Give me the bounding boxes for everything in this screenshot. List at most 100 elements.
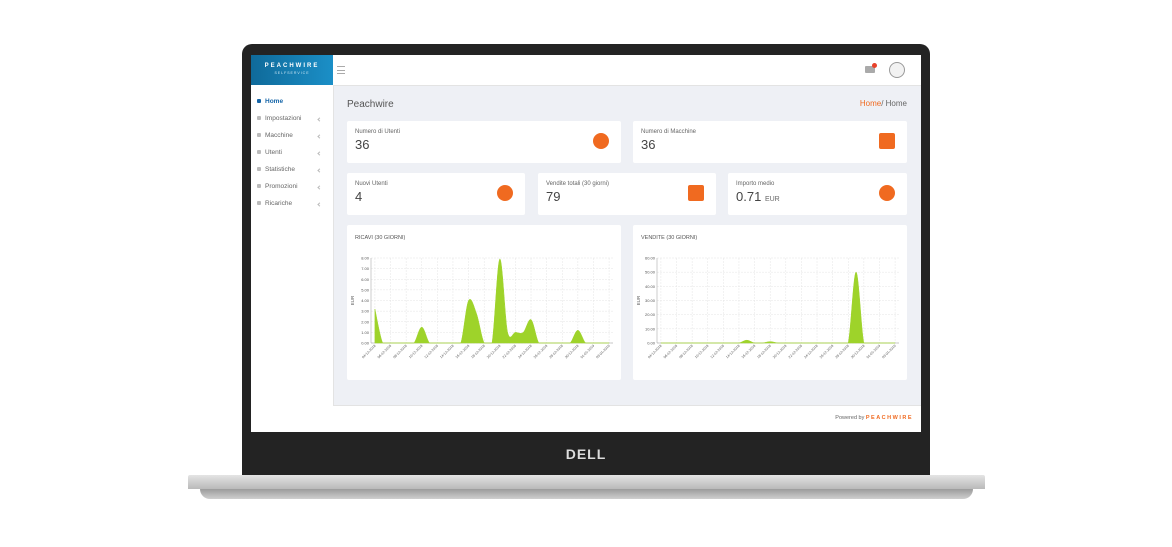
stat-value: 36 bbox=[355, 137, 369, 152]
x-tick-label: 04-12-2018 bbox=[647, 344, 663, 360]
menu-icon bbox=[257, 116, 261, 121]
stat-label: Vendite totali (30 giorni) bbox=[546, 181, 610, 187]
stat-value: 4 bbox=[355, 189, 362, 204]
stat-icon bbox=[497, 185, 513, 201]
menu-label: Statistiche bbox=[265, 166, 295, 173]
x-tick-label: 28-12-2018 bbox=[548, 344, 564, 360]
menu-icon bbox=[257, 201, 261, 206]
menu-icon bbox=[257, 167, 261, 172]
x-tick-label: 01-01-2019 bbox=[866, 344, 882, 360]
hamburger[interactable] bbox=[337, 66, 345, 74]
x-tick-label: 14-12-2018 bbox=[439, 344, 455, 360]
stat-card: Numero di Utenti 36 bbox=[347, 121, 621, 163]
x-tick-label: 12-12-2018 bbox=[424, 344, 440, 360]
menu-chevron bbox=[317, 202, 322, 207]
x-tick-label: 14-12-2018 bbox=[725, 344, 741, 360]
menu-item[interactable]: Macchine bbox=[257, 132, 327, 139]
stat-number: 79 bbox=[546, 189, 561, 204]
y-tick-label: 40.00 bbox=[645, 284, 656, 289]
laptop-base-bottom bbox=[200, 489, 973, 499]
user-icon[interactable] bbox=[889, 62, 905, 78]
stat-label: Importo medio bbox=[736, 181, 775, 187]
menu-label: Home bbox=[265, 98, 284, 105]
menu-item[interactable]: Statistiche bbox=[257, 166, 327, 173]
stat-value: 0.71 EUR bbox=[736, 189, 780, 204]
x-tick-label: 16-12-2018 bbox=[741, 344, 757, 360]
breadcrumb-link[interactable]: Home bbox=[859, 99, 882, 108]
y-tick-label: 50.00 bbox=[645, 270, 656, 275]
stat-icon bbox=[879, 133, 895, 149]
page-title: Peachwire bbox=[347, 99, 394, 110]
y-tick-label: 1.00 bbox=[361, 330, 370, 335]
chart: RICAVI (30 GIORNI) EUR 0.00 1.00 2.00 3.00 4.0… bbox=[350, 235, 613, 360]
x-tick-label: 18-12-2018 bbox=[756, 344, 772, 360]
breadcrumb-current: / Home bbox=[881, 99, 907, 108]
y-tick-label: 10.00 bbox=[645, 326, 656, 331]
stat-card: Vendite totali (30 giorni) 79 bbox=[538, 173, 716, 215]
y-tick-label: 6.00 bbox=[361, 277, 370, 282]
x-tick-label: 06-12-2018 bbox=[377, 344, 393, 360]
stat-number: 36 bbox=[355, 137, 370, 152]
x-tick-label: 08-12-2018 bbox=[392, 344, 408, 360]
stat-card: Nuovi Utenti 4 bbox=[347, 173, 525, 215]
sidebar: Home Impostazioni Macchine Utenti Statistich… bbox=[251, 85, 334, 432]
menu-item[interactable]: Promozioni bbox=[257, 183, 327, 190]
area bbox=[660, 271, 896, 344]
mail-icon[interactable] bbox=[865, 66, 875, 73]
x-tick-label: 28-12-2018 bbox=[834, 344, 850, 360]
menu-icon bbox=[257, 150, 261, 155]
stat-label: Numero di Utenti bbox=[355, 129, 401, 135]
x-tick-label: 30-12-2018 bbox=[564, 344, 580, 360]
chart: VENDITE (30 GIORNI) EUR 0.00 10.00 20.00 30.0… bbox=[636, 235, 899, 360]
x-tick-label: 26-12-2018 bbox=[533, 344, 549, 360]
x-tick-label: 26-12-2018 bbox=[819, 344, 835, 360]
x-tick-label: 03-01-2019 bbox=[595, 344, 611, 360]
y-tick-label: 4.00 bbox=[361, 298, 370, 303]
y-tick-label: 8.00 bbox=[361, 256, 370, 261]
x-tick-label: 01-01-2019 bbox=[580, 344, 596, 360]
menu-label: Promozioni bbox=[265, 183, 298, 190]
x-tick-label: 04-12-2018 bbox=[361, 344, 377, 360]
x-tick-label: 22-12-2018 bbox=[788, 344, 804, 360]
menu-label: Ricariche bbox=[265, 200, 293, 207]
stat-unit: EUR bbox=[764, 196, 780, 203]
x-tick-label: 10-12-2018 bbox=[408, 344, 424, 360]
x-tick-label: 24-12-2018 bbox=[803, 344, 819, 360]
laptop-base bbox=[188, 475, 985, 489]
laptop-brand: DELL bbox=[565, 446, 607, 462]
menu-icon bbox=[257, 133, 261, 138]
y-axis-label: EUR bbox=[636, 295, 641, 305]
y-tick-label: 20.00 bbox=[645, 312, 656, 317]
stat-number: 4 bbox=[355, 189, 363, 204]
menu-item[interactable]: Ricariche bbox=[257, 200, 327, 207]
stat-value: 36 bbox=[641, 137, 655, 152]
stat-icon bbox=[879, 185, 895, 201]
stat-card: Numero di Macchine 36 bbox=[633, 121, 907, 163]
footer-text: Powered by PEACHWIRE bbox=[835, 415, 913, 421]
stat-label: Nuovi Utenti bbox=[355, 181, 388, 187]
x-tick-label: 08-12-2018 bbox=[678, 344, 694, 360]
menu-item[interactable]: Home bbox=[257, 98, 327, 105]
screen: PEACHWIRE SELFSERVICE Home Impostazioni Ma… bbox=[251, 55, 921, 432]
menu-icon bbox=[257, 99, 261, 104]
stat-value: 79 bbox=[546, 189, 560, 204]
brand: PEACHWIRE bbox=[264, 63, 320, 69]
footer-brand: PEACHWIRE bbox=[865, 415, 913, 421]
x-tick-label: 03-01-2019 bbox=[881, 344, 897, 360]
x-tick-label: 12-12-2018 bbox=[710, 344, 726, 360]
menu-chevron bbox=[317, 185, 322, 190]
menu-item[interactable]: Impostazioni bbox=[257, 115, 327, 122]
y-tick-label: 7.00 bbox=[361, 266, 370, 271]
y-tick-label: 0.00 bbox=[361, 341, 370, 346]
stat-icon bbox=[688, 185, 704, 201]
menu-chevron bbox=[317, 117, 322, 122]
menu-icon bbox=[257, 184, 261, 189]
area bbox=[374, 258, 610, 344]
stat-icon bbox=[593, 133, 609, 149]
x-tick-label: 20-12-2018 bbox=[772, 344, 788, 360]
y-tick-label: 5.00 bbox=[361, 287, 370, 292]
y-tick-label: 30.00 bbox=[645, 298, 656, 303]
menu-item[interactable]: Utenti bbox=[257, 149, 327, 156]
chart-card: VENDITE (30 GIORNI) EUR 0.00 10.00 20.00 30.0… bbox=[633, 225, 907, 380]
